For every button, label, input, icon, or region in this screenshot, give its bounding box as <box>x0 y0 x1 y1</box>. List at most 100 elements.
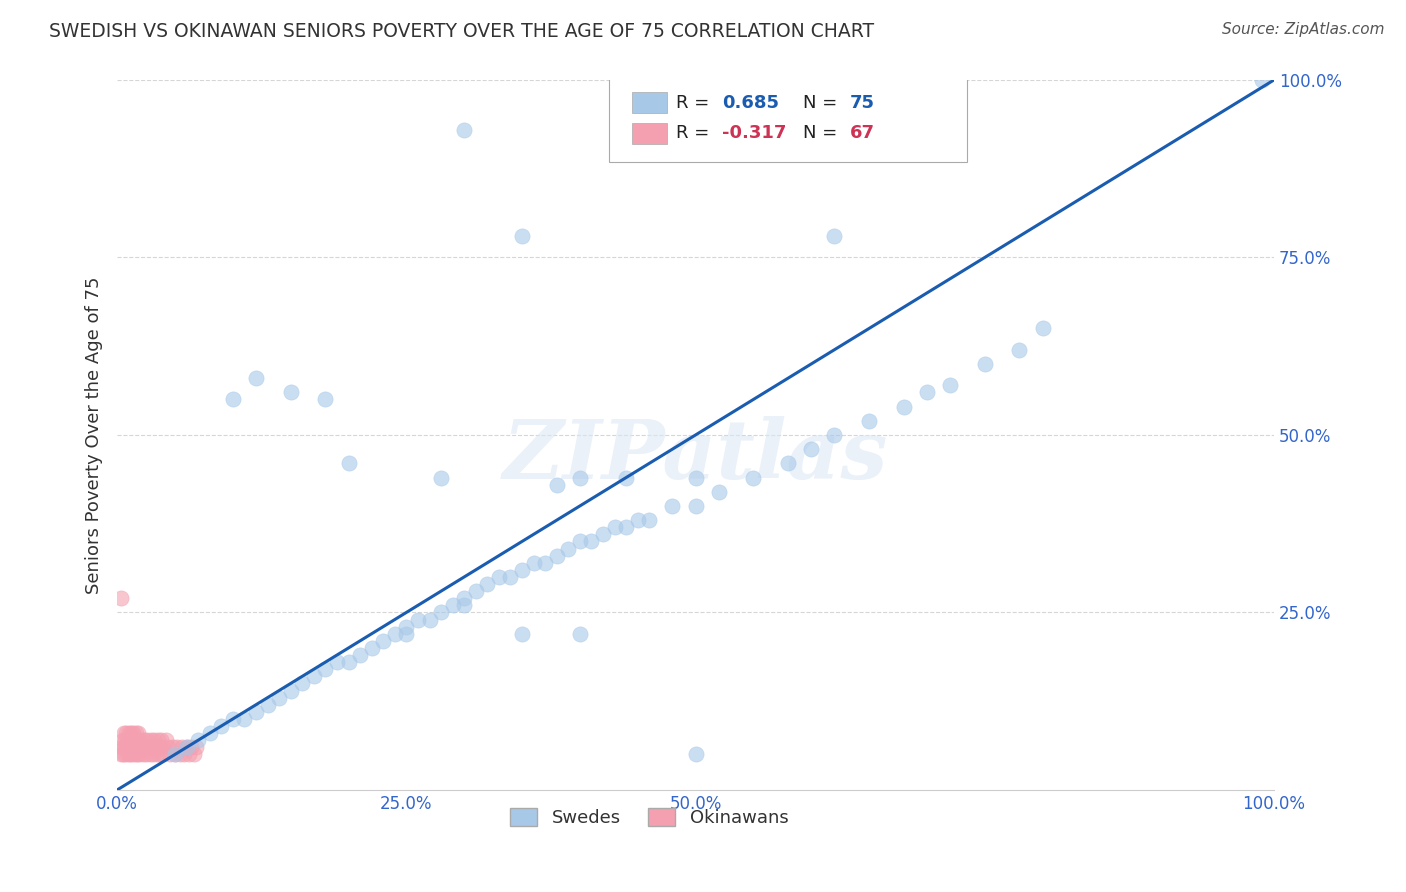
Point <box>349 648 371 662</box>
Point <box>534 556 557 570</box>
FancyBboxPatch shape <box>631 122 666 144</box>
Point <box>685 499 707 513</box>
Point <box>685 470 707 484</box>
Point <box>222 392 245 407</box>
Point <box>233 712 256 726</box>
Point <box>326 655 349 669</box>
Point <box>823 428 845 442</box>
Point <box>141 740 163 755</box>
Point <box>125 747 148 762</box>
Point <box>430 606 453 620</box>
Point <box>568 470 591 484</box>
Point <box>132 733 155 747</box>
Point <box>110 591 132 606</box>
Point <box>280 385 302 400</box>
Point <box>148 740 170 755</box>
Point <box>245 705 267 719</box>
Point <box>131 747 153 762</box>
Point <box>145 747 167 762</box>
Y-axis label: Seniors Poverty Over the Age of 75: Seniors Poverty Over the Age of 75 <box>86 277 103 594</box>
Point <box>464 584 486 599</box>
Text: R =: R = <box>676 94 714 112</box>
Point <box>162 740 184 755</box>
Point <box>139 733 162 747</box>
FancyBboxPatch shape <box>609 77 967 161</box>
Point <box>384 626 406 640</box>
Point <box>122 726 145 740</box>
Point <box>155 733 177 747</box>
Point <box>209 719 232 733</box>
Point <box>127 726 149 740</box>
Point <box>395 619 418 633</box>
Point <box>150 740 173 755</box>
Point <box>128 747 150 762</box>
Point <box>1032 321 1054 335</box>
Point <box>152 747 174 762</box>
Point <box>114 747 136 762</box>
Point <box>118 726 141 740</box>
Point <box>581 534 603 549</box>
FancyBboxPatch shape <box>631 92 666 113</box>
Point <box>166 740 188 755</box>
Text: ZIPatlas: ZIPatlas <box>503 417 889 496</box>
Point <box>122 740 145 755</box>
Point <box>187 733 209 747</box>
Point <box>510 626 533 640</box>
Point <box>177 747 200 762</box>
Point <box>129 733 152 747</box>
Point <box>111 740 134 755</box>
Point <box>117 747 139 762</box>
Point <box>395 626 418 640</box>
Point <box>110 747 132 762</box>
Point <box>127 740 149 755</box>
Point <box>118 747 141 762</box>
Point <box>143 733 166 747</box>
Point <box>510 563 533 577</box>
Point <box>685 747 707 762</box>
Point <box>823 229 845 244</box>
Point <box>138 740 160 755</box>
Text: 75: 75 <box>849 94 875 112</box>
Point <box>477 577 499 591</box>
Point <box>614 470 637 484</box>
Text: Source: ZipAtlas.com: Source: ZipAtlas.com <box>1222 22 1385 37</box>
Point <box>707 484 730 499</box>
Point <box>173 747 195 762</box>
Point <box>893 400 915 414</box>
Point <box>915 385 938 400</box>
Point <box>614 520 637 534</box>
Point <box>112 740 135 755</box>
Point <box>1251 73 1274 87</box>
Point <box>111 747 134 762</box>
Point <box>453 591 475 606</box>
Point <box>800 442 823 457</box>
Text: -0.317: -0.317 <box>723 124 786 142</box>
Point <box>125 740 148 755</box>
Legend: Swedes, Okinawans: Swedes, Okinawans <box>503 800 796 834</box>
Point <box>112 726 135 740</box>
Point <box>337 655 360 669</box>
Point <box>592 527 614 541</box>
Point <box>245 371 267 385</box>
Point <box>124 747 146 762</box>
Point <box>291 676 314 690</box>
Text: 67: 67 <box>849 124 875 142</box>
Point <box>1008 343 1031 357</box>
Point <box>115 740 138 755</box>
Point <box>183 747 205 762</box>
Point <box>169 747 191 762</box>
Point <box>120 740 142 755</box>
Point <box>138 747 160 762</box>
Text: SWEDISH VS OKINAWAN SENIORS POVERTY OVER THE AGE OF 75 CORRELATION CHART: SWEDISH VS OKINAWAN SENIORS POVERTY OVER… <box>49 22 875 41</box>
Point <box>488 570 510 584</box>
Point <box>121 747 143 762</box>
Point <box>314 392 336 407</box>
Point <box>742 470 765 484</box>
Point <box>142 747 165 762</box>
Point <box>453 122 475 136</box>
Point <box>269 690 291 705</box>
Text: R =: R = <box>676 124 714 142</box>
Point <box>627 513 650 527</box>
Point <box>973 357 995 371</box>
Point <box>337 456 360 470</box>
